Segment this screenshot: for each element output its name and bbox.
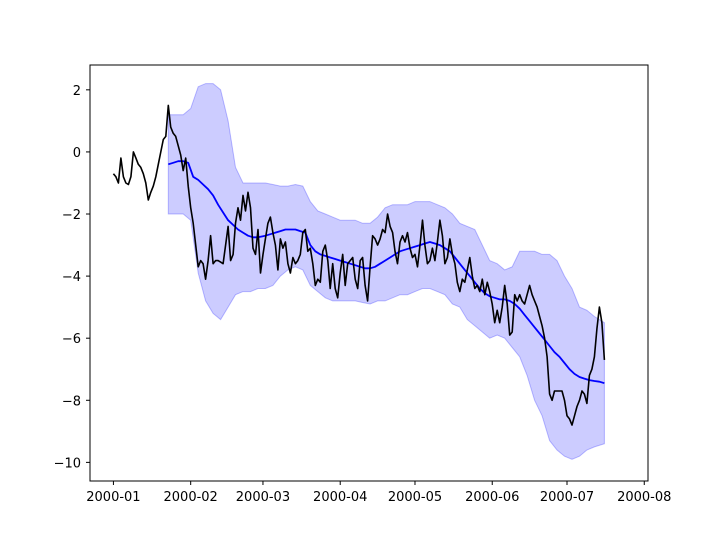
confidence-band-layer xyxy=(167,83,605,460)
rolling-mean-line xyxy=(168,160,605,385)
x-axis: 2000-01 2000-02 2000-03 2000-04 2000-05 2000-… xyxy=(86,481,671,505)
x-tick-label: 2000-06 xyxy=(465,490,519,505)
raw-series-line xyxy=(112,104,606,426)
x-tick-label: 2000-05 xyxy=(388,490,442,505)
y-tick-label: −8 xyxy=(62,394,81,409)
x-tick-label: 2000-08 xyxy=(617,490,671,505)
y-tick-label: 2 xyxy=(73,84,81,99)
rolling-mean-layer xyxy=(168,160,605,385)
confidence-band xyxy=(167,83,605,460)
x-tick-label: 2000-04 xyxy=(313,490,367,505)
x-tick-label: 2000-03 xyxy=(236,490,290,505)
y-tick-label: −2 xyxy=(62,208,81,223)
raw-series-layer xyxy=(112,104,606,426)
y-tick-label: −4 xyxy=(62,270,81,285)
y-tick-label: 0 xyxy=(73,146,81,161)
y-axis: 2 0 −2 −4 −6 −8 −10 xyxy=(54,84,90,471)
plot-frame xyxy=(89,64,649,482)
y-tick-label: −6 xyxy=(62,332,81,347)
x-tick-label: 2000-02 xyxy=(164,490,218,505)
x-tick-label: 2000-07 xyxy=(540,490,594,505)
x-tick-label: 2000-01 xyxy=(86,490,140,505)
y-tick-label: −10 xyxy=(54,456,81,471)
